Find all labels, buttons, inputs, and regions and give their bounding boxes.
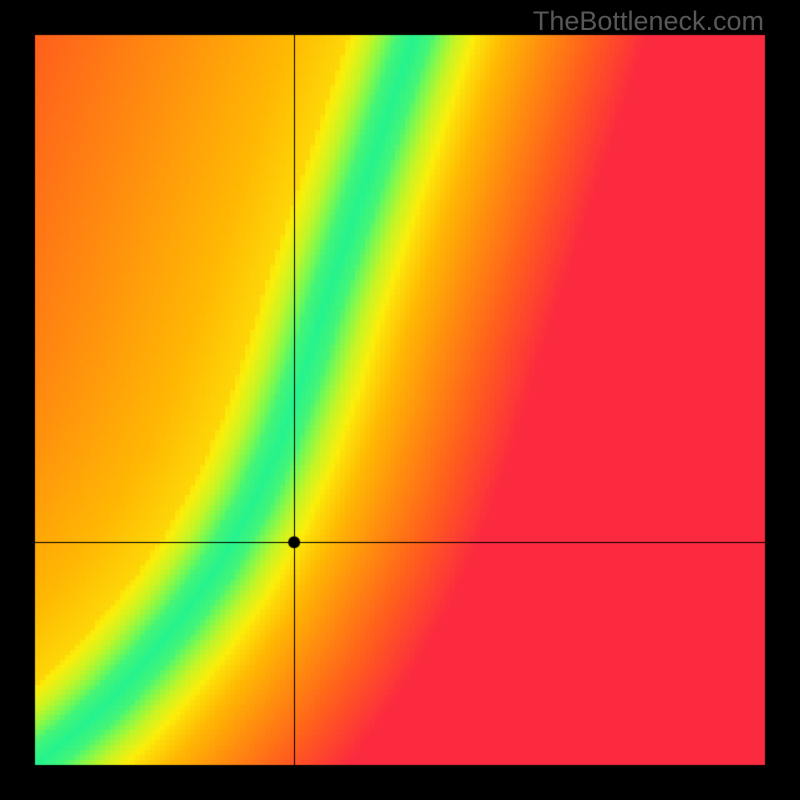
watermark-text: TheBottleneck.com <box>533 6 764 37</box>
bottleneck-heatmap <box>0 0 800 800</box>
